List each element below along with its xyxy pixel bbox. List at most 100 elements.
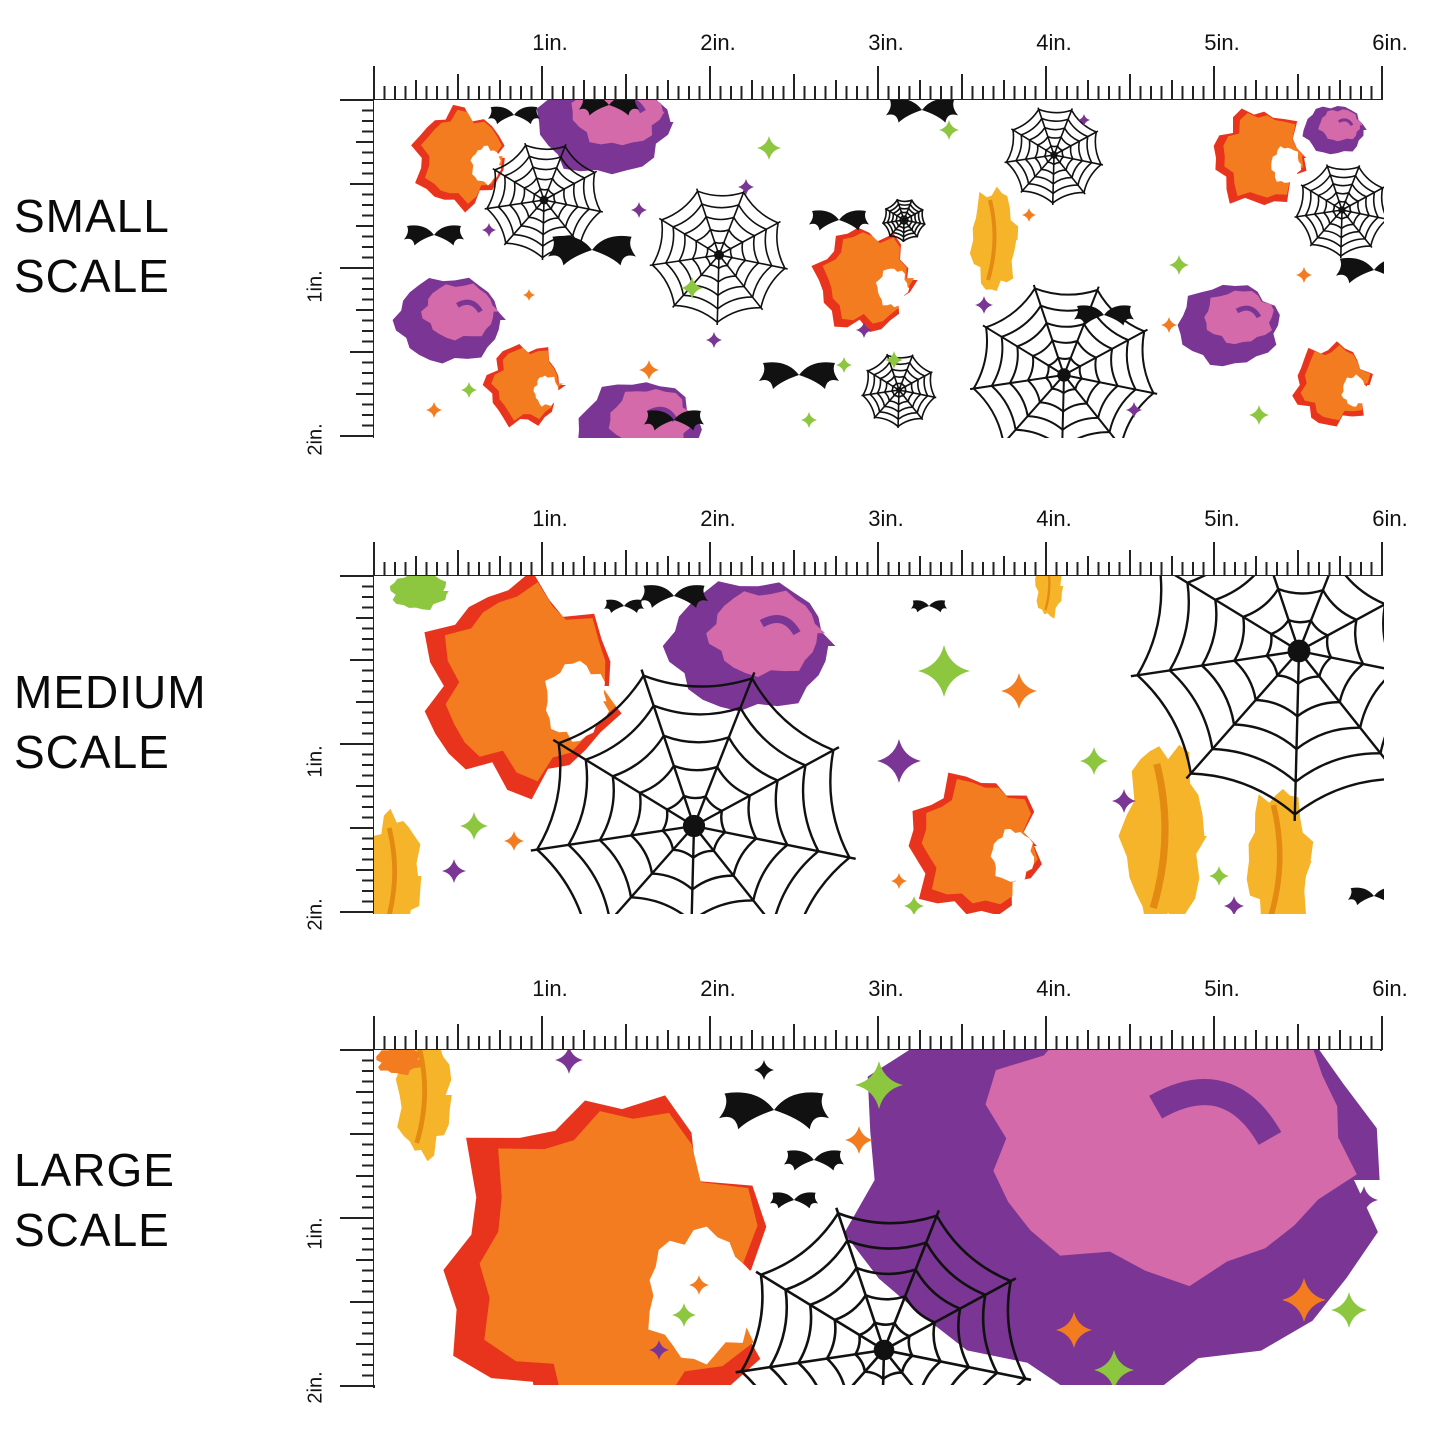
spider-icon xyxy=(895,386,903,394)
sparkle-icon xyxy=(1296,267,1312,283)
purple-hair-icon xyxy=(844,1050,1380,1385)
fabric-swatch-large xyxy=(374,1050,1380,1385)
spider-icon xyxy=(901,217,907,223)
spiderweb-icon xyxy=(735,1207,1032,1385)
hair-strand xyxy=(1044,576,1051,611)
hair-gap xyxy=(533,375,561,407)
bat-icon xyxy=(1074,305,1134,326)
hair-fill xyxy=(421,283,499,341)
ruler-label-5in: 5in. xyxy=(1204,976,1240,1001)
bat-icon xyxy=(640,585,708,608)
lime-blob xyxy=(389,576,449,610)
sparkle-icon xyxy=(631,202,647,218)
fabric-swatch-small xyxy=(374,100,1384,438)
hair-fill xyxy=(1318,109,1363,142)
gold-hair-icon xyxy=(1246,788,1314,914)
hair-gap xyxy=(470,145,502,186)
ruler-label-1in: 1in. xyxy=(532,506,568,531)
bat-icon xyxy=(1336,257,1384,284)
sparkle-icon xyxy=(836,357,852,373)
sparkle-icon xyxy=(975,296,993,314)
sparkle-icon xyxy=(1161,317,1177,333)
spiderweb-icon xyxy=(530,669,856,914)
sparkle-icon xyxy=(555,1050,583,1074)
purple-hair-icon xyxy=(1177,284,1280,367)
hair-gap xyxy=(1341,374,1368,407)
sparkle-icon xyxy=(482,223,496,237)
orange-hair-icon xyxy=(482,344,566,428)
orange-hair-icon xyxy=(411,104,505,213)
spiderweb-icon xyxy=(861,353,937,429)
hair-strand xyxy=(986,199,997,281)
spider-icon xyxy=(1050,151,1058,159)
ruler-label-2in: 2in. xyxy=(700,30,736,55)
orange-hair-icon xyxy=(811,227,918,332)
bat-icon xyxy=(770,1192,818,1209)
bat-icon xyxy=(404,225,464,246)
small-scale-block: SMALL SCALE 1in. 2in. 3in. 4in. 5in. 6in… xyxy=(0,0,1445,470)
ruler-label-6in: 6in. xyxy=(1372,976,1408,1001)
sparkle-icon xyxy=(681,277,703,299)
gold-hair-icon xyxy=(1118,744,1207,914)
hair-gap xyxy=(990,829,1035,884)
sparkle-icon xyxy=(855,1061,903,1109)
sparkle-icon xyxy=(1282,1278,1326,1322)
bat-icon xyxy=(579,100,639,116)
sparkle-icon xyxy=(1001,673,1037,709)
hair-curl xyxy=(759,614,801,636)
sparkle-icon xyxy=(460,812,488,840)
sparkle-icon xyxy=(1094,1350,1134,1385)
hair-strand xyxy=(386,827,397,914)
medium-scale-block: MEDIUM SCALE 1in. 2in. 3in. 4in. 5in. 6i… xyxy=(14,506,1408,931)
sparkle-icon xyxy=(639,360,659,380)
spider-icon xyxy=(682,814,706,838)
ruler-label-4in: 4in. xyxy=(1036,976,1072,1001)
sparkle-icon xyxy=(1112,789,1136,813)
hair-curl xyxy=(1149,1079,1282,1146)
sparkle-icon xyxy=(891,873,907,889)
scale-label-line1: LARGE xyxy=(14,1144,175,1196)
bat-icon xyxy=(1348,887,1384,906)
sparkle-icon xyxy=(1209,866,1229,886)
sparkle-icon xyxy=(1249,405,1269,425)
sparkle-icon xyxy=(689,1275,709,1295)
spider-icon xyxy=(1338,206,1346,214)
bat-icon xyxy=(488,106,540,125)
bat-icon xyxy=(886,100,958,123)
hair-gap xyxy=(648,1226,757,1365)
sparkle-icon xyxy=(757,136,781,160)
hair-curl xyxy=(1338,118,1354,127)
spider-icon xyxy=(1287,639,1311,663)
sparkle-icon xyxy=(1080,747,1108,775)
sparkle-icon xyxy=(1350,1186,1378,1214)
orange-hair-icon xyxy=(424,576,622,800)
ruler-label-6in: 6in. xyxy=(1372,506,1408,531)
hair-strand xyxy=(1149,763,1169,910)
sparkle-icon xyxy=(523,289,535,301)
bat-icon xyxy=(719,1092,829,1130)
sparkle-icon xyxy=(801,412,817,428)
hair-gap xyxy=(1271,146,1302,183)
bat-icon xyxy=(784,1150,844,1171)
hair-strand xyxy=(414,1050,427,1144)
ruler-label-4in: 4in. xyxy=(1036,30,1072,55)
sparkle-icon xyxy=(649,1340,669,1360)
spider-icon xyxy=(1057,368,1071,382)
spiderweb-icon xyxy=(969,284,1158,438)
sparkle-icon xyxy=(754,1060,774,1080)
hair-fill xyxy=(1204,290,1274,345)
purple-hair-icon xyxy=(662,581,836,712)
small-scale-label: SMALL SCALE xyxy=(14,186,170,306)
bat-icon xyxy=(604,599,644,613)
ruler-label-5in: 5in. xyxy=(1204,506,1240,531)
orange-hair-icon xyxy=(908,772,1042,914)
sparkle-icon xyxy=(1126,402,1142,418)
spiderweb-icon xyxy=(649,188,788,325)
scale-label-line2: SCALE xyxy=(14,1204,170,1256)
fabric-swatch-medium xyxy=(374,576,1384,914)
hair-strand xyxy=(1268,804,1283,914)
spider-icon xyxy=(713,250,724,261)
sparkle-icon xyxy=(706,332,722,348)
sparkle-icon xyxy=(426,402,442,418)
